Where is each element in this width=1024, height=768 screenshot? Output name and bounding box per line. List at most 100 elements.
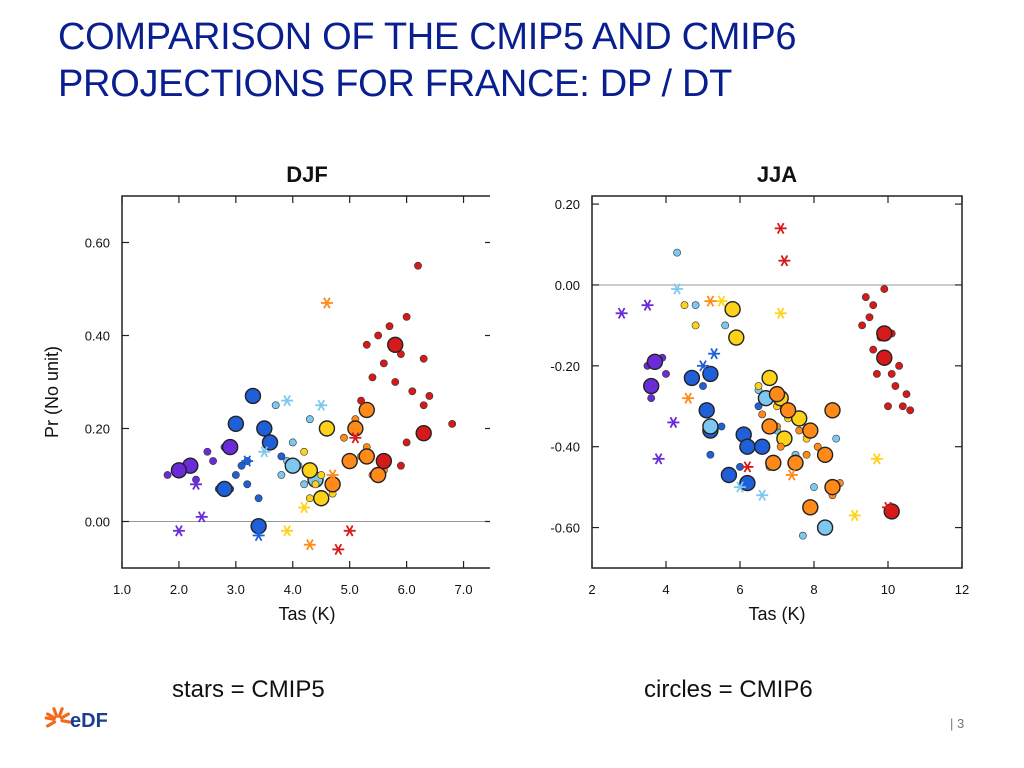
slide-title-line2: PROJECTIONS FOR FRANCE: DP / DT: [58, 63, 733, 105]
data-star: [774, 307, 787, 319]
star-stroke: [673, 283, 681, 295]
data-point: [419, 354, 428, 363]
data-point-large: [244, 387, 262, 405]
chart-jja-panel: JJA 2 4 6 8 10 12 0.20 0.00 -0.20 -0.40 -0.60 Tas (K…: [522, 148, 982, 653]
y-tick-label: -0.40: [550, 440, 580, 455]
data-point: [408, 387, 417, 396]
data-star: [756, 489, 769, 501]
data-star: [343, 525, 356, 537]
data-point-large: [724, 301, 741, 318]
logo-rays: [44, 707, 72, 728]
x-tick-label: 6.0: [398, 582, 416, 597]
data-point: [300, 480, 309, 489]
data-star: [778, 255, 791, 267]
data-star: [320, 297, 333, 309]
data-point: [898, 402, 907, 411]
chart-djf-panel: DJF 1.0 2.0 3.0 4.0 5.0 6.0 7.0 0.00 0.20 0.40 0.60…: [40, 148, 493, 653]
data-point: [758, 410, 767, 419]
data-point-large: [256, 420, 273, 437]
star-stroke: [323, 297, 331, 309]
data-point-large: [728, 329, 745, 346]
data-point-large: [284, 457, 301, 474]
data-point: [209, 457, 217, 465]
data-point: [163, 471, 172, 479]
data-point-large: [791, 410, 808, 427]
data-point: [397, 461, 405, 470]
plot-frame: [591, 195, 963, 569]
x-tick-label: 4.0: [284, 582, 302, 597]
slide-title: COMPARISON OF THE CMIP5 AND CMIP6 PROJEC…: [58, 14, 958, 108]
data-point: [379, 359, 388, 368]
data-star: [303, 539, 316, 551]
data-star: [641, 299, 654, 311]
star-stroke: [351, 432, 360, 444]
y-tick-label: -0.20: [550, 359, 580, 374]
data-point-large: [415, 424, 432, 442]
data-point-large: [358, 401, 375, 419]
y-tick-label: 0.00: [85, 515, 110, 530]
data-point: [317, 471, 326, 479]
star-stroke: [617, 307, 626, 319]
data-star: [281, 525, 294, 537]
star-stroke: [758, 489, 766, 501]
data-star: [741, 461, 754, 473]
data-point-large: [824, 402, 841, 419]
data-point-large: [324, 476, 341, 493]
star-stroke: [699, 360, 707, 372]
data-star: [281, 394, 294, 407]
data-point: [680, 301, 689, 310]
data-point-large: [358, 448, 375, 465]
data-point-large: [683, 369, 701, 387]
data-point: [754, 382, 763, 390]
data-point-large: [816, 446, 834, 463]
data-star: [332, 543, 345, 556]
data-point-large: [375, 452, 393, 470]
data-point-large: [387, 336, 404, 354]
data-star: [615, 307, 628, 319]
data-star: [774, 222, 787, 234]
data-point: [357, 396, 365, 405]
data-star: [667, 416, 680, 429]
data-point-large: [702, 365, 719, 383]
data-point: [895, 361, 903, 370]
data-point: [798, 531, 807, 540]
x-tick-label: 6: [736, 582, 743, 597]
data-point-large: [720, 466, 738, 484]
star-stroke: [736, 481, 744, 493]
data-point: [305, 494, 314, 503]
data-point: [869, 345, 878, 354]
data-point: [362, 340, 371, 349]
star-stroke: [328, 469, 337, 481]
star-stroke: [884, 501, 892, 513]
star-stroke: [306, 539, 314, 551]
data-point-large: [318, 420, 336, 437]
data-point: [810, 483, 818, 492]
edf-logo-icon: eDF: [44, 707, 108, 732]
data-point-large: [642, 377, 660, 395]
x-tick-label: 2: [588, 582, 595, 597]
data-point: [802, 450, 811, 459]
data-point-large: [787, 454, 804, 472]
data-point-large: [802, 422, 819, 439]
star-stroke: [197, 511, 206, 523]
data-star: [252, 529, 265, 542]
data-point-large: [698, 402, 715, 419]
star-stroke: [743, 461, 752, 473]
data-point: [691, 321, 700, 330]
data-point: [203, 447, 212, 456]
data-point: [776, 442, 785, 451]
data-point-large: [221, 438, 239, 456]
data-point: [861, 293, 870, 301]
star-stroke: [780, 255, 789, 267]
star-stroke: [345, 525, 354, 537]
data-star: [870, 453, 883, 465]
star-stroke: [717, 295, 726, 307]
data-star: [708, 348, 721, 360]
star-stroke: [317, 399, 326, 411]
data-point-large: [824, 478, 841, 496]
data-point: [906, 406, 915, 415]
data-point-large: [765, 454, 782, 472]
data-star: [671, 283, 684, 295]
data-point: [254, 494, 263, 503]
star-stroke: [706, 295, 715, 307]
